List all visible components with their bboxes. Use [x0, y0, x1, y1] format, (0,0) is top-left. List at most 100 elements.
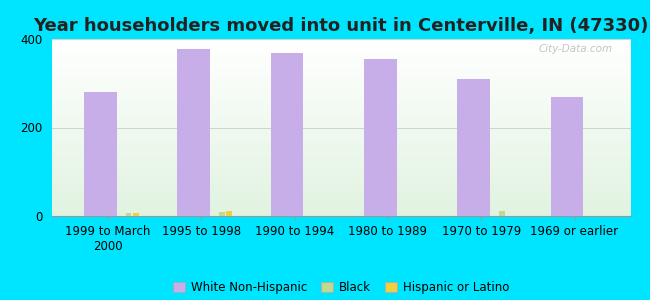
- Bar: [52, 112, 630, 113]
- Bar: [52, 65, 630, 67]
- Bar: [52, 158, 630, 159]
- Bar: [52, 78, 630, 80]
- Bar: [52, 159, 630, 161]
- Bar: [52, 202, 630, 204]
- Bar: [52, 149, 630, 151]
- Bar: [52, 191, 630, 193]
- Bar: [52, 43, 630, 44]
- Bar: [52, 179, 630, 181]
- Bar: [219, 212, 225, 216]
- Bar: [52, 96, 630, 98]
- Bar: [52, 110, 630, 112]
- Bar: [52, 133, 630, 135]
- Bar: [52, 98, 630, 99]
- Bar: [52, 113, 630, 115]
- Bar: [52, 173, 630, 175]
- Bar: [52, 39, 630, 41]
- Bar: [52, 184, 630, 186]
- Bar: [52, 182, 630, 184]
- Bar: [177, 49, 210, 216]
- Bar: [133, 213, 139, 216]
- Bar: [52, 165, 630, 167]
- Bar: [52, 195, 630, 197]
- Bar: [52, 151, 630, 152]
- Bar: [52, 69, 630, 71]
- Bar: [52, 198, 630, 200]
- Bar: [52, 206, 630, 207]
- Bar: [364, 59, 396, 216]
- Bar: [52, 128, 630, 129]
- Bar: [52, 161, 630, 163]
- Bar: [52, 48, 630, 50]
- Bar: [52, 143, 630, 145]
- Bar: [52, 142, 630, 143]
- Bar: [52, 76, 630, 78]
- Bar: [52, 167, 630, 168]
- Bar: [52, 193, 630, 195]
- Bar: [52, 74, 630, 76]
- Bar: [52, 120, 630, 122]
- Bar: [52, 181, 630, 182]
- Bar: [52, 103, 630, 104]
- Bar: [52, 87, 630, 88]
- Bar: [52, 82, 630, 83]
- Bar: [52, 188, 630, 190]
- Bar: [52, 186, 630, 188]
- Bar: [52, 147, 630, 149]
- Bar: [52, 88, 630, 90]
- Bar: [52, 177, 630, 179]
- Bar: [52, 50, 630, 51]
- Bar: [499, 211, 504, 216]
- Bar: [52, 104, 630, 106]
- Bar: [52, 90, 630, 92]
- Bar: [52, 200, 630, 202]
- Bar: [52, 211, 630, 212]
- Title: Year householders moved into unit in Centerville, IN (47330): Year householders moved into unit in Cen…: [34, 17, 649, 35]
- Bar: [52, 85, 630, 87]
- Bar: [52, 62, 630, 64]
- Bar: [52, 46, 630, 48]
- Bar: [52, 152, 630, 154]
- Bar: [52, 129, 630, 131]
- Bar: [84, 92, 117, 216]
- Bar: [52, 106, 630, 108]
- Bar: [226, 211, 232, 216]
- Bar: [52, 175, 630, 177]
- Bar: [52, 71, 630, 73]
- Bar: [52, 94, 630, 96]
- Bar: [52, 212, 630, 214]
- Bar: [52, 118, 630, 120]
- Bar: [52, 136, 630, 138]
- Bar: [52, 163, 630, 165]
- Bar: [52, 99, 630, 101]
- Bar: [52, 101, 630, 103]
- Bar: [52, 41, 630, 43]
- Bar: [52, 53, 630, 55]
- Bar: [52, 145, 630, 147]
- Bar: [52, 190, 630, 191]
- Bar: [52, 156, 630, 158]
- Bar: [52, 115, 630, 117]
- Bar: [52, 92, 630, 94]
- Bar: [52, 67, 630, 69]
- Bar: [52, 124, 630, 126]
- Bar: [52, 117, 630, 118]
- Bar: [52, 44, 630, 46]
- Bar: [52, 138, 630, 140]
- Bar: [551, 97, 584, 216]
- Bar: [52, 126, 630, 127]
- Bar: [125, 213, 131, 216]
- Bar: [52, 51, 630, 53]
- Bar: [52, 204, 630, 206]
- Bar: [52, 58, 630, 60]
- Bar: [52, 131, 630, 133]
- Bar: [52, 73, 630, 74]
- Bar: [52, 214, 630, 216]
- Bar: [52, 55, 630, 57]
- Bar: [52, 172, 630, 173]
- Bar: [52, 168, 630, 170]
- Legend: White Non-Hispanic, Black, Hispanic or Latino: White Non-Hispanic, Black, Hispanic or L…: [168, 276, 514, 298]
- Bar: [52, 80, 630, 82]
- Bar: [52, 135, 630, 136]
- Bar: [52, 140, 630, 142]
